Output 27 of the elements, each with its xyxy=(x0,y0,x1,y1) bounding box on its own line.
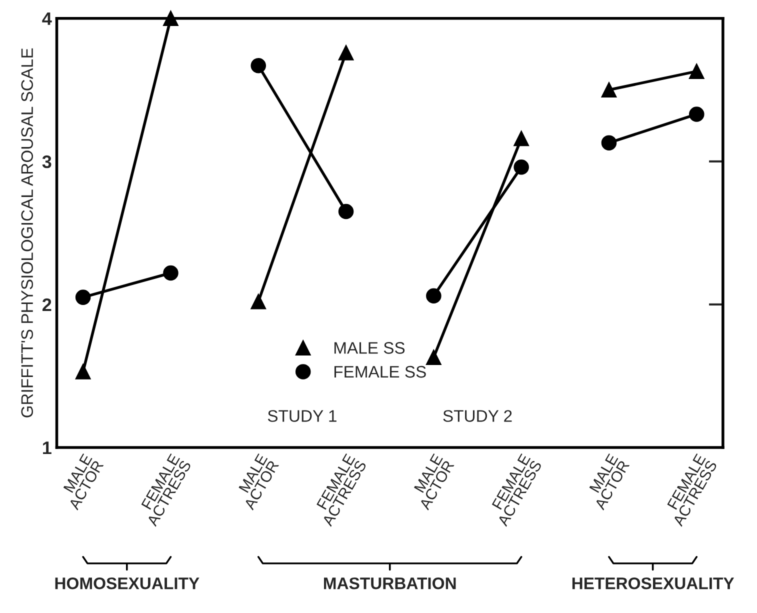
point xyxy=(75,364,91,380)
legend-label: FEMALE SS xyxy=(334,366,426,378)
point xyxy=(163,265,178,281)
text: HOMOSEXUALITY xyxy=(55,577,200,590)
point xyxy=(338,204,354,220)
point xyxy=(689,64,704,79)
point xyxy=(514,130,529,146)
point xyxy=(426,288,442,304)
point xyxy=(338,45,354,60)
text: HETEROSEXUALITY xyxy=(572,577,734,590)
point xyxy=(514,160,529,175)
y-tick-label: 3 xyxy=(42,155,52,168)
point xyxy=(250,294,266,310)
legend-label: MALE SS xyxy=(334,342,405,354)
y-axis-title: GRIFFITT'S PHYSIOLOGICAL AROUSAL SCALE xyxy=(21,48,34,418)
text: MASTURBATION xyxy=(324,577,456,590)
point xyxy=(689,106,704,122)
point xyxy=(75,290,91,305)
y-tick-label: 4 xyxy=(42,12,52,25)
annotation: STUDY 1 xyxy=(268,410,336,422)
point xyxy=(601,135,617,150)
point xyxy=(426,350,442,366)
y-tick-label: 1 xyxy=(43,442,52,454)
y-tick-label: 2 xyxy=(42,298,52,311)
point xyxy=(250,58,266,74)
annotation: STUDY 2 xyxy=(443,410,512,422)
point xyxy=(601,82,617,98)
